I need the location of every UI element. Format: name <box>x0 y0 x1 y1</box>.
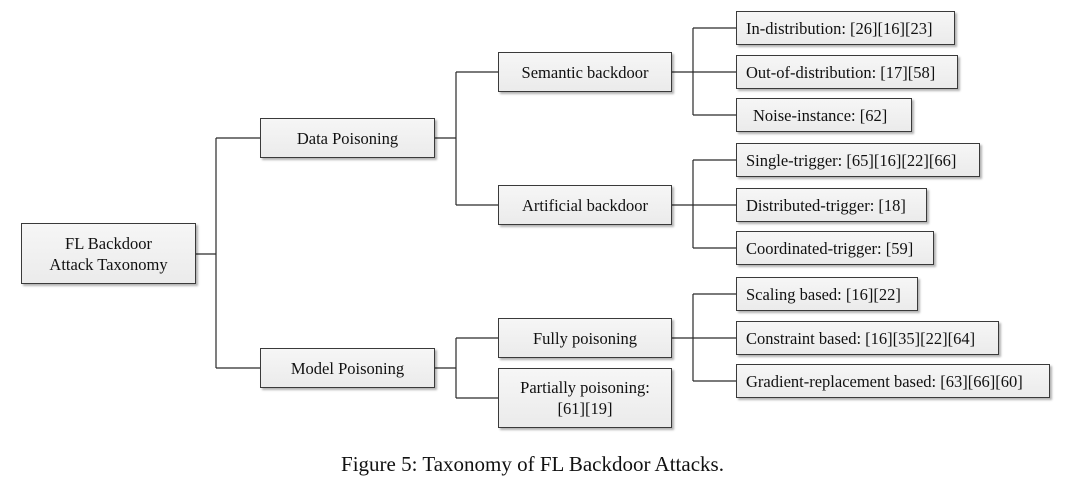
leaf-scaling-based: Scaling based: [16][22] <box>736 277 918 311</box>
connector-data-poisoning <box>435 71 498 206</box>
fully-poisoning-node: Fully poisoning <box>498 318 672 358</box>
connector-artificial <box>672 159 736 249</box>
connector-root <box>196 137 260 369</box>
figure-caption: Figure 5: Taxonomy of FL Backdoor Attack… <box>341 452 724 476</box>
connector-model-poisoning <box>435 337 498 399</box>
model-poisoning-node: Model Poisoning <box>260 348 435 388</box>
connector-fully <box>672 293 736 382</box>
leaf-constraint-based: Constraint based: [16][35][22][64] <box>736 321 999 355</box>
leaf-single-trigger: Single-trigger: [65][16][22][66] <box>736 143 980 177</box>
leaf-out-of-distribution: Out-of-distribution: [17][58] <box>736 55 958 89</box>
data-poisoning-node: Data Poisoning <box>260 118 435 158</box>
leaf-distributed-trigger: Distributed-trigger: [18] <box>736 188 927 222</box>
root-node: FL Backdoor Attack Taxonomy <box>21 223 196 284</box>
artificial-backdoor-node: Artificial backdoor <box>498 185 672 225</box>
leaf-in-distribution: In-distribution: [26][16][23] <box>736 11 955 45</box>
leaf-coordinated-trigger: Coordinated-trigger: [59] <box>736 231 934 265</box>
leaf-noise-instance: Noise-instance: [62] <box>736 98 912 132</box>
connector-semantic <box>672 27 736 116</box>
partially-poisoning-node: Partially poisoning: [61][19] <box>498 368 672 428</box>
semantic-backdoor-node: Semantic backdoor <box>498 52 672 92</box>
leaf-gradient-replacement-based: Gradient-replacement based: [63][66][60] <box>736 364 1050 398</box>
